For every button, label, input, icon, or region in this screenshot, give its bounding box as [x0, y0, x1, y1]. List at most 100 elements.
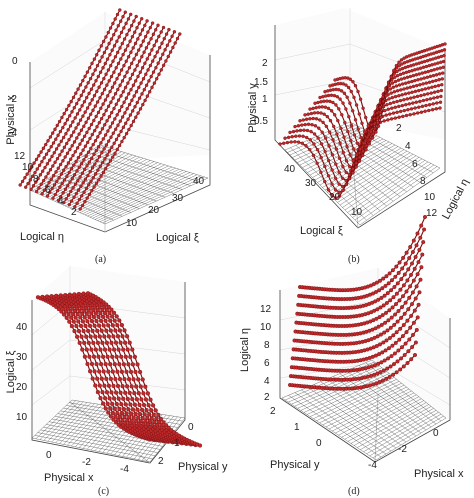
- data-point: [278, 142, 282, 146]
- data-point: [72, 105, 77, 110]
- panel-d-xlabel: Physical x: [414, 468, 464, 480]
- panel-a-caption: (a): [95, 254, 106, 265]
- data-point: [84, 347, 89, 352]
- data-point: [116, 98, 121, 102]
- data-point: [44, 142, 48, 147]
- data-point: [382, 358, 387, 363]
- panel-a-xlabel: Logical η: [20, 231, 64, 243]
- data-point: [403, 341, 408, 346]
- data-point: [160, 41, 164, 45]
- data-point: [111, 396, 117, 401]
- data-point: [87, 66, 92, 70]
- data-point: [412, 308, 417, 313]
- data-point: [70, 110, 74, 114]
- data-point: [395, 359, 400, 364]
- data-point: [37, 163, 42, 168]
- data-point: [375, 371, 380, 376]
- data-point: [388, 325, 393, 330]
- data-point: [390, 343, 395, 348]
- data-point: [415, 94, 420, 99]
- data-point: [80, 203, 85, 208]
- data-point: [337, 87, 341, 92]
- panel-b-ztick-0: 2: [262, 58, 268, 69]
- data-point: [98, 347, 103, 352]
- data-point: [418, 277, 423, 282]
- data-point: [114, 137, 119, 142]
- data-point: [420, 60, 424, 64]
- data-point: [404, 70, 408, 75]
- data-point: [400, 266, 405, 271]
- data-point: [397, 115, 401, 119]
- data-point: [418, 99, 422, 104]
- data-point: [308, 107, 312, 111]
- data-point: [400, 334, 405, 339]
- data-point: [120, 418, 125, 423]
- data-point: [424, 103, 428, 108]
- data-point: [344, 170, 348, 175]
- data-point: [102, 123, 107, 127]
- data-point: [113, 328, 118, 333]
- data-point: [296, 140, 301, 144]
- data-point: [395, 110, 399, 115]
- data-point: [314, 117, 319, 121]
- data-point: [77, 340, 82, 345]
- data-point: [148, 397, 153, 402]
- data-point: [100, 307, 105, 313]
- data-point: [406, 107, 410, 112]
- data-point: [337, 107, 341, 111]
- data-point: [92, 128, 97, 133]
- data-point: [71, 120, 75, 124]
- data-point: [413, 89, 418, 94]
- data-point: [130, 397, 135, 402]
- data-point: [117, 72, 122, 77]
- data-point: [94, 181, 99, 186]
- data-point: [408, 284, 413, 289]
- data-point: [352, 133, 357, 137]
- data-point: [323, 105, 328, 109]
- data-point: [137, 59, 142, 63]
- data-point: [94, 78, 98, 83]
- data-point: [102, 396, 108, 401]
- data-point: [80, 311, 85, 316]
- data-point: [164, 423, 169, 428]
- data-point: [145, 416, 150, 421]
- data-point: [412, 112, 416, 116]
- data-point: [373, 326, 378, 331]
- data-point: [416, 78, 420, 82]
- data-point: [373, 299, 378, 304]
- data-point: [341, 176, 345, 181]
- data-point: [328, 88, 333, 92]
- data-point: [53, 160, 57, 165]
- data-point: [321, 120, 325, 125]
- data-point: [425, 75, 429, 80]
- panel-b-ztick-2: 1: [262, 94, 268, 105]
- data-point: [47, 148, 51, 153]
- data-point: [155, 50, 160, 54]
- data-point: [420, 88, 424, 92]
- data-point: [380, 313, 385, 318]
- data-point: [75, 169, 79, 173]
- data-point: [79, 93, 84, 98]
- data-point: [123, 111, 127, 115]
- data-point: [159, 68, 164, 72]
- data-point: [436, 61, 440, 65]
- data-point: [70, 143, 74, 148]
- data-point: [324, 94, 328, 98]
- data-point: [138, 32, 142, 37]
- panel-c: 40 30 20 10 0 -2 -4 0 1 2 Logical ξ Phys…: [5, 266, 228, 497]
- data-point: [135, 362, 140, 367]
- data-point: [398, 72, 403, 77]
- data-point: [51, 141, 56, 145]
- data-point: [136, 377, 141, 382]
- panel-d-ztick-2: 8: [264, 340, 270, 351]
- data-point: [120, 79, 125, 83]
- data-point: [116, 61, 121, 66]
- data-point: [101, 137, 106, 141]
- data-point: [132, 19, 136, 23]
- data-point: [139, 81, 143, 85]
- data-point: [395, 281, 400, 286]
- data-point: [122, 26, 126, 30]
- data-point: [125, 32, 129, 37]
- data-point: [100, 91, 105, 96]
- data-point: [136, 111, 140, 115]
